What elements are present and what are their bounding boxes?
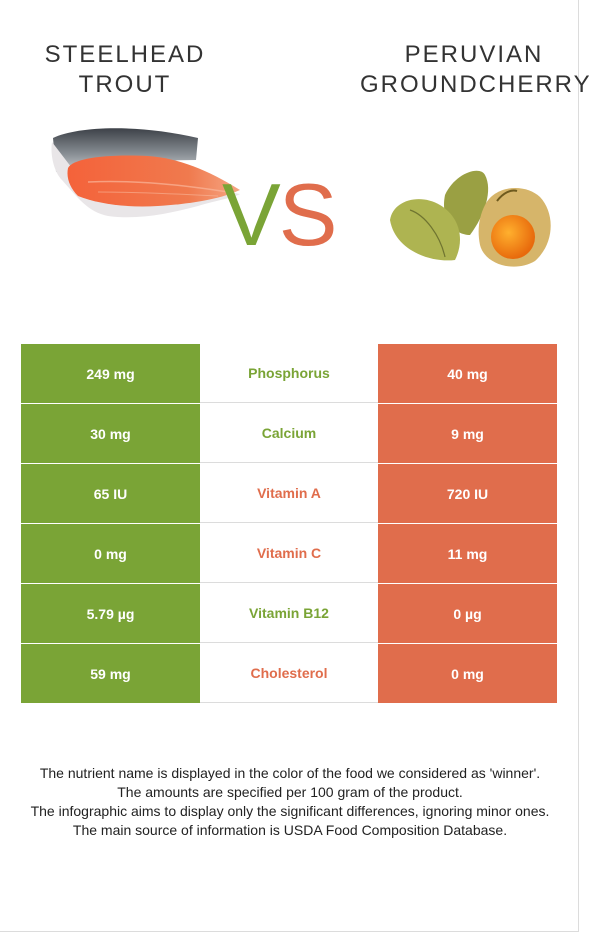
left-food-title-line1: STEELHEAD: [44, 41, 206, 69]
nutrient-name: Vitamin B12: [200, 584, 378, 643]
table-row: 59 mg Cholesterol 0 mg: [21, 644, 557, 703]
footnote: The nutrient name is displayed in the co…: [39, 765, 541, 781]
vs-label: VS: [222, 165, 337, 264]
right-value: 0 mg: [378, 644, 557, 703]
left-value: 30 mg: [21, 404, 200, 463]
left-value: 0 mg: [21, 524, 200, 583]
table-row: 65 IU Vitamin A 720 IU: [21, 464, 557, 524]
left-food-title-line2: TROUT: [78, 71, 172, 99]
table-row: 5.79 µg Vitamin B12 0 µg: [21, 584, 557, 644]
footnote: The amounts are specified per 100 gram o…: [117, 784, 463, 800]
right-value: 11 mg: [378, 524, 557, 583]
nutrient-name: Calcium: [200, 404, 378, 463]
groundcherry-image: [390, 170, 551, 267]
right-food-title: PERUVIAN GROUNDCHERRY: [360, 40, 589, 100]
table-row: 30 mg Calcium 9 mg: [21, 404, 557, 464]
nutrient-name: Phosphorus: [200, 344, 378, 403]
right-value: 9 mg: [378, 404, 557, 463]
footnotes: The nutrient name is displayed in the co…: [20, 764, 560, 840]
right-value: 40 mg: [378, 344, 557, 403]
left-value: 5.79 µg: [21, 584, 200, 643]
nutrient-name: Vitamin C: [200, 524, 378, 583]
trout-fillet-image: [51, 128, 241, 218]
left-value: 65 IU: [21, 464, 200, 523]
left-food-title: STEELHEAD TROUT: [40, 40, 210, 100]
nutrient-name: Vitamin A: [200, 464, 378, 523]
footnote: The main source of information is USDA F…: [72, 822, 508, 838]
right-food-title-line1: PERUVIAN: [404, 41, 544, 69]
footnote: The infographic aims to display only the…: [30, 803, 550, 819]
left-value: 249 mg: [21, 344, 200, 403]
nutrient-comparison-table: 249 mg Phosphorus 40 mg 30 mg Calcium 9 …: [21, 344, 557, 703]
right-value: 720 IU: [378, 464, 557, 523]
table-row: 0 mg Vitamin C 11 mg: [21, 524, 557, 584]
right-value: 0 µg: [378, 584, 557, 643]
table-row: 249 mg Phosphorus 40 mg: [21, 344, 557, 404]
right-food-title-line2: GROUNDCHERRY: [360, 71, 589, 99]
nutrient-name: Cholesterol: [200, 644, 378, 703]
left-value: 59 mg: [21, 644, 200, 703]
